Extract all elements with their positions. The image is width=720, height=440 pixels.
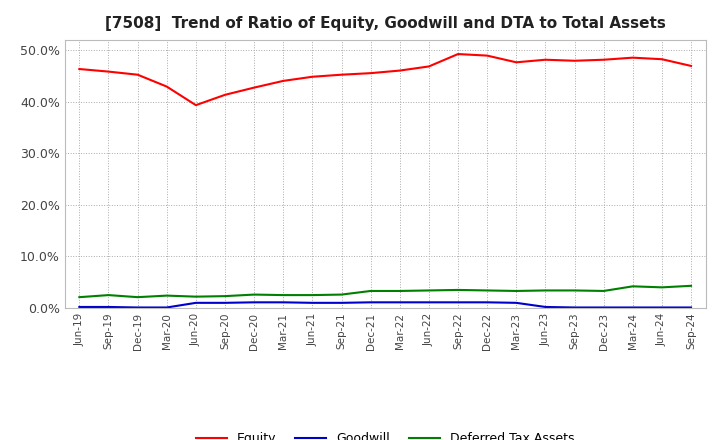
Deferred Tax Assets [599, 288, 608, 293]
Deferred Tax Assets [133, 294, 142, 300]
Goodwill [629, 305, 637, 310]
Deferred Tax Assets [250, 292, 258, 297]
Equity [687, 63, 696, 69]
Equity [104, 69, 113, 74]
Deferred Tax Assets [337, 292, 346, 297]
Goodwill [512, 300, 521, 305]
Goodwill [599, 305, 608, 310]
Equity [599, 57, 608, 62]
Equity [220, 92, 229, 98]
Equity [279, 78, 287, 84]
Equity [541, 57, 550, 62]
Goodwill [483, 300, 492, 305]
Deferred Tax Assets [629, 284, 637, 289]
Goodwill [687, 305, 696, 310]
Equity [454, 51, 462, 57]
Goodwill [541, 304, 550, 310]
Deferred Tax Assets [454, 287, 462, 293]
Deferred Tax Assets [512, 288, 521, 293]
Equity [629, 55, 637, 60]
Goodwill [104, 304, 113, 310]
Deferred Tax Assets [192, 294, 200, 299]
Title: [7508]  Trend of Ratio of Equity, Goodwill and DTA to Total Assets: [7508] Trend of Ratio of Equity, Goodwil… [105, 16, 665, 32]
Deferred Tax Assets [308, 293, 317, 298]
Equity [395, 68, 404, 73]
Deferred Tax Assets [425, 288, 433, 293]
Goodwill [75, 304, 84, 310]
Equity [163, 84, 171, 89]
Equity [483, 53, 492, 58]
Goodwill [279, 300, 287, 305]
Deferred Tax Assets [687, 283, 696, 289]
Goodwill [366, 300, 375, 305]
Deferred Tax Assets [570, 288, 579, 293]
Goodwill [250, 300, 258, 305]
Deferred Tax Assets [395, 288, 404, 293]
Goodwill [133, 305, 142, 310]
Deferred Tax Assets [75, 294, 84, 300]
Line: Goodwill: Goodwill [79, 302, 691, 308]
Equity [133, 72, 142, 77]
Goodwill [192, 300, 200, 305]
Goodwill [220, 300, 229, 305]
Deferred Tax Assets [483, 288, 492, 293]
Deferred Tax Assets [163, 293, 171, 298]
Goodwill [163, 305, 171, 310]
Goodwill [570, 305, 579, 310]
Equity [337, 72, 346, 77]
Equity [657, 57, 666, 62]
Equity [308, 74, 317, 79]
Equity [512, 60, 521, 65]
Line: Deferred Tax Assets: Deferred Tax Assets [79, 286, 691, 297]
Equity [366, 70, 375, 76]
Goodwill [425, 300, 433, 305]
Equity [570, 58, 579, 63]
Equity [425, 64, 433, 69]
Equity [75, 66, 84, 72]
Goodwill [395, 300, 404, 305]
Goodwill [308, 300, 317, 305]
Deferred Tax Assets [279, 293, 287, 298]
Equity [250, 85, 258, 90]
Equity [192, 103, 200, 108]
Line: Equity: Equity [79, 54, 691, 105]
Goodwill [337, 300, 346, 305]
Deferred Tax Assets [220, 293, 229, 299]
Deferred Tax Assets [366, 288, 375, 293]
Deferred Tax Assets [657, 285, 666, 290]
Deferred Tax Assets [104, 293, 113, 298]
Legend: Equity, Goodwill, Deferred Tax Assets: Equity, Goodwill, Deferred Tax Assets [191, 427, 580, 440]
Goodwill [454, 300, 462, 305]
Deferred Tax Assets [541, 288, 550, 293]
Goodwill [657, 305, 666, 310]
